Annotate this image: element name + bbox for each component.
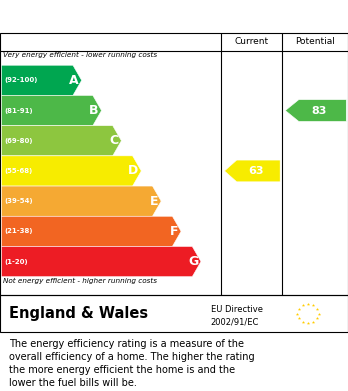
Text: A: A [69,74,79,87]
Polygon shape [1,126,121,156]
Text: 83: 83 [311,106,327,115]
Text: Energy Efficiency Rating: Energy Efficiency Rating [9,9,219,24]
Polygon shape [285,100,346,122]
Text: EU Directive: EU Directive [211,305,262,314]
Polygon shape [1,246,201,277]
Text: 2002/91/EC: 2002/91/EC [211,317,259,326]
Text: (1-20): (1-20) [4,258,28,265]
Text: (21-38): (21-38) [4,228,33,234]
Text: the more energy efficient the home is and the: the more energy efficient the home is an… [9,365,235,375]
Text: lower the fuel bills will be.: lower the fuel bills will be. [9,378,136,388]
Text: Very energy efficient - lower running costs: Very energy efficient - lower running co… [3,52,158,58]
Text: (69-80): (69-80) [4,138,33,144]
Polygon shape [1,65,82,95]
Text: overall efficiency of a home. The higher the rating: overall efficiency of a home. The higher… [9,352,254,362]
Polygon shape [1,186,161,216]
Text: F: F [170,225,178,238]
Polygon shape [1,95,102,126]
Text: (55-68): (55-68) [4,168,32,174]
Text: 63: 63 [248,166,263,176]
Text: B: B [89,104,99,117]
Text: Not energy efficient - higher running costs: Not energy efficient - higher running co… [3,278,158,284]
Text: The energy efficiency rating is a measure of the: The energy efficiency rating is a measur… [9,339,244,349]
Text: (92-100): (92-100) [4,77,38,83]
Text: England & Wales: England & Wales [9,306,148,321]
Text: E: E [150,195,158,208]
Polygon shape [224,160,280,182]
Polygon shape [1,156,141,186]
Text: C: C [110,134,119,147]
Polygon shape [1,216,181,246]
Text: G: G [188,255,198,268]
Text: (39-54): (39-54) [4,198,33,204]
Text: (81-91): (81-91) [4,108,33,113]
Text: Current: Current [234,38,269,47]
Text: Potential: Potential [295,38,335,47]
Text: D: D [128,165,139,178]
